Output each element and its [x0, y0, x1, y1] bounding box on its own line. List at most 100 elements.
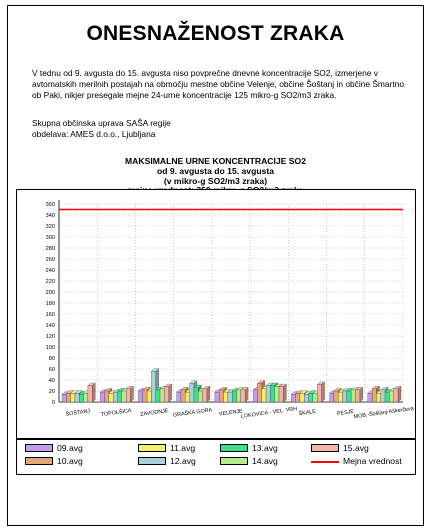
bar — [214, 391, 220, 403]
y-tick-label: 40 — [49, 378, 55, 384]
bar-chart: 0 20 40 60 80 100 120 140 160 180 200 220 240 260 280 3… — [46, 200, 414, 420]
source-line-1: Skupna občinska uprava SAŠA regije — [32, 118, 171, 128]
bar — [100, 391, 105, 403]
x-category-label: VELENJE — [219, 408, 244, 417]
bar-side — [130, 385, 134, 403]
bar — [393, 388, 399, 403]
legend-swatch — [220, 457, 248, 465]
bar — [240, 389, 246, 403]
bar — [265, 385, 271, 403]
bar — [350, 389, 356, 403]
chart-title-line: MAKSIMALNE URNE KONCENTRACIJE SO2 — [125, 156, 306, 166]
bar — [261, 388, 267, 403]
legend-label: Mejna vrednost — [343, 456, 402, 466]
bar — [155, 389, 161, 403]
x-category-label: TOPOLŠICA — [100, 407, 132, 418]
y-tick-label: 140 — [46, 323, 55, 329]
y-tick-label: 80 — [49, 356, 55, 362]
bar — [329, 393, 335, 403]
legend-swatch — [311, 444, 339, 452]
bar — [355, 389, 360, 403]
legend-swatch — [220, 444, 248, 452]
y-tick-label: 300 — [46, 235, 55, 241]
bar — [342, 390, 347, 403]
bar — [308, 393, 314, 403]
bar — [121, 390, 127, 403]
y-tick-label: 120 — [46, 334, 55, 340]
page-title: ONESNAŽENOST ZRAKA — [86, 22, 345, 45]
y-tick-label: 280 — [46, 246, 55, 252]
bar — [104, 390, 110, 403]
bar — [270, 385, 275, 403]
legend-label: 15.avg — [343, 443, 369, 453]
bar — [164, 386, 169, 403]
bar — [232, 390, 237, 403]
bar-side — [283, 383, 287, 403]
bar — [83, 393, 89, 403]
bar — [299, 393, 305, 403]
legend-swatch — [25, 457, 53, 465]
bar — [384, 391, 390, 403]
bar — [151, 371, 156, 403]
legend-label: 10.avg — [57, 456, 83, 466]
bar — [257, 383, 262, 403]
bar — [371, 388, 377, 403]
x-category-label: PESJE — [337, 409, 355, 417]
bar — [198, 390, 203, 403]
bar — [252, 389, 258, 403]
bar — [376, 393, 381, 403]
bar — [219, 389, 224, 403]
bar — [236, 389, 241, 403]
chart-subtitle-line: od 9. avgusta do 15. avgusta — [156, 165, 274, 176]
intro-paragraph: V tednu od 9. avgusta do 15. avgusta nis… — [32, 68, 404, 100]
bar — [142, 389, 148, 403]
legend-label: 12.avg — [170, 456, 196, 466]
bar-side — [206, 385, 211, 403]
bar — [138, 390, 143, 403]
bar — [113, 391, 118, 403]
y-tick-label: 240 — [46, 268, 55, 274]
bar — [185, 391, 190, 403]
bar — [193, 387, 199, 403]
bar — [180, 389, 186, 403]
legend-label: 09.avg — [57, 443, 83, 453]
source-paragraph: Skupna občinska uprava SAŠA regije obdel… — [32, 118, 408, 140]
y-tick-label: 160 — [46, 312, 55, 318]
bar-side — [397, 385, 402, 403]
bar — [176, 391, 182, 403]
x-category-label: MOB.-Šoštanj-Aškerčeva — [353, 405, 414, 420]
chart-legend: 09.avg 10.avg 11.avg 12.avg 13.avg 14.avg 15.a… — [16, 439, 416, 475]
y-tick-label: 20 — [49, 389, 55, 395]
y-tick-label: 0 — [52, 400, 55, 406]
legend-swatch — [25, 444, 53, 452]
y-tick-label: 360 — [46, 202, 55, 208]
x-category-label: ŠKALE — [298, 408, 317, 417]
bar — [87, 385, 93, 403]
bar — [380, 389, 386, 403]
bar — [274, 386, 280, 403]
legend-label: 14.avg — [252, 456, 278, 466]
bar — [117, 390, 122, 403]
bar — [202, 388, 208, 403]
bar — [61, 394, 67, 403]
y-tick-label: 260 — [46, 257, 55, 263]
y-tick-label: 100 — [46, 345, 55, 351]
bar — [338, 391, 343, 403]
bar — [333, 390, 339, 403]
bar-side — [92, 382, 96, 403]
source-line-2: obdelava: AMES d.o.o., Ljubljana — [32, 129, 156, 139]
bar — [278, 386, 284, 403]
y-tick-label: 180 — [46, 301, 55, 307]
y-tick-label: 340 — [46, 213, 55, 219]
bar — [304, 394, 309, 403]
bar — [70, 393, 76, 403]
bar — [312, 393, 318, 403]
bar-side — [321, 381, 325, 403]
legend-line-swatch — [311, 461, 339, 463]
bar — [79, 394, 84, 403]
y-tick-label: 220 — [46, 279, 55, 285]
legend-label: 11.avg — [170, 443, 196, 453]
bar — [227, 391, 233, 403]
x-category-label: GRAŠKA GORA — [173, 406, 214, 418]
legend-label: 13.avg — [252, 443, 278, 453]
